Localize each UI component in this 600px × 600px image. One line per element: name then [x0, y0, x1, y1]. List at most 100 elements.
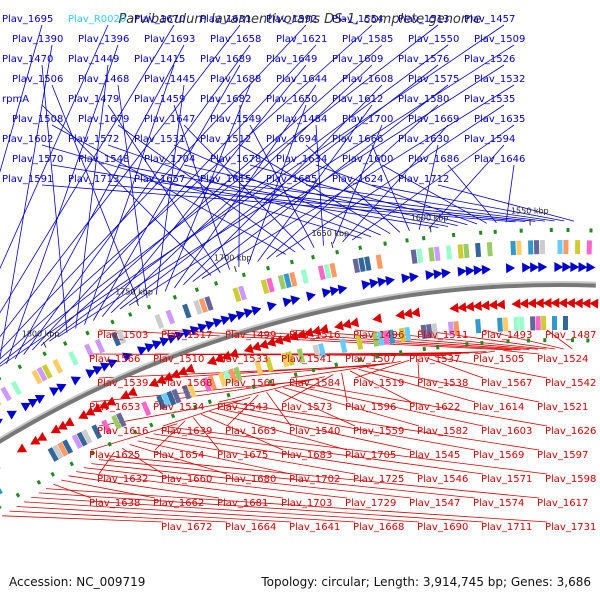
- forward-label-line: [51, 124, 286, 255]
- forward-feature-block: [516, 240, 522, 255]
- reverse-feature-block: [217, 371, 228, 387]
- tick-label: 1650 kbp: [311, 229, 349, 238]
- reverse-label-line: [201, 414, 284, 451]
- forward-label-line: [173, 144, 381, 236]
- reverse-gene-arrow: [0, 459, 1, 469]
- reverse-gene-arrow: [318, 323, 329, 334]
- reverse-feature-block: [355, 335, 364, 350]
- reverse-gene-arrow: [542, 298, 552, 309]
- reverse-label-line: [121, 447, 164, 475]
- reverse-feature-block: [513, 316, 520, 331]
- feature-marker: [293, 372, 298, 378]
- reverse-label-line: [274, 389, 356, 427]
- reverse-label-line: [106, 455, 540, 499]
- reverse-feature-block: [286, 351, 295, 366]
- forward-feature-block: [198, 297, 209, 313]
- forward-gene-label: Plav_1621: [276, 34, 327, 45]
- forward-feature-block: [110, 331, 122, 347]
- reverse-gene-label: Plav_1517: [161, 330, 212, 341]
- forward-label-line: [257, 104, 373, 262]
- feature-marker: [479, 230, 483, 235]
- feature-marker: [493, 229, 497, 234]
- forward-gene-label: Plav_1712: [398, 174, 449, 185]
- reverse-gene-label: Plav_1571: [481, 474, 532, 485]
- reverse-gene-arrow: [589, 298, 599, 309]
- reverse-gene-label: Plav_1614: [473, 402, 524, 413]
- reverse-label-line: [154, 353, 453, 356]
- forward-label-line: [128, 64, 505, 306]
- forward-feature-block: [329, 262, 338, 278]
- forward-gene-arrow: [457, 266, 467, 277]
- reverse-gene-label: Plav_1622: [409, 402, 460, 413]
- forward-gene-label: Plav_1548: [78, 154, 129, 165]
- forward-label-line: [84, 64, 175, 325]
- forward-gene-label: Plav_1513: [398, 14, 449, 25]
- feature-marker: [422, 346, 427, 352]
- forward-feature-block: [31, 369, 43, 385]
- forward-gene-label: Plav_1602: [2, 134, 53, 145]
- forward-feature-block: [428, 247, 435, 262]
- reverse-label-line: [153, 433, 420, 475]
- forward-gene-label: Plav_1615: [200, 174, 251, 185]
- reverse-gene-label: Plav_1511: [417, 330, 468, 341]
- forward-feature-block: [277, 274, 287, 290]
- forward-feature-block: [266, 277, 275, 293]
- feature-marker: [570, 338, 575, 343]
- reverse-feature-block: [318, 343, 327, 358]
- reverse-gene-arrow: [581, 298, 591, 309]
- reverse-label-line: [169, 426, 548, 475]
- reverse-gene-label: Plav_1625: [89, 450, 140, 461]
- feature-marker: [36, 479, 42, 485]
- reverse-feature-block: [76, 431, 88, 447]
- feature-marker: [62, 341, 68, 346]
- tick-mark: [429, 226, 432, 233]
- reverse-gene-arrow: [148, 377, 159, 387]
- reverse-feature-block: [254, 360, 264, 375]
- forward-gene-label: Plav_1647: [144, 114, 195, 125]
- forward-label-line: [0, 24, 241, 338]
- feature-marker: [435, 345, 440, 350]
- reverse-label-line: [503, 350, 540, 355]
- reverse-gene-label: Plav_1653: [89, 402, 140, 413]
- reverse-gene-arrow: [472, 300, 482, 311]
- forward-gene-arrow: [220, 315, 231, 326]
- reverse-gene-label: Plav_1545: [409, 450, 460, 461]
- forward-feature-block: [36, 366, 48, 382]
- forward-gene-label: Plav_1526: [464, 54, 515, 65]
- feature-marker: [69, 461, 74, 467]
- forward-label-line: [107, 144, 372, 238]
- reverse-feature-block: [71, 434, 83, 449]
- reverse-gene-arrow: [488, 299, 498, 310]
- forward-gene-label: Plav_1608: [342, 74, 393, 85]
- reverse-gene-label: Plav_1534: [153, 402, 204, 413]
- forward-gene-arrow: [481, 264, 491, 275]
- reverse-feature-block: [519, 316, 525, 331]
- forward-gene-arrow: [538, 262, 548, 273]
- feature-marker: [194, 287, 199, 293]
- reverse-gene-label: Plav_1654: [153, 450, 204, 461]
- reverse-feature-block: [398, 327, 406, 343]
- reverse-label-line: [46, 488, 548, 523]
- forward-gene-arrow: [6, 410, 17, 420]
- reverse-label-line: [226, 329, 530, 350]
- reverse-gene-label: Plav_1731: [545, 522, 596, 533]
- forward-gene-label: Plav_1682: [200, 94, 251, 105]
- forward-gene-label: Plav_1468: [78, 74, 129, 85]
- reverse-gene-label: Plav_1516: [289, 330, 340, 341]
- map-title: Parvibaculum lavamentivorans DS-1, compl…: [118, 12, 481, 27]
- forward-feature-block: [232, 287, 242, 303]
- forward-gene-arrow: [321, 288, 332, 298]
- tick-label: 1800 kbp: [22, 330, 60, 339]
- reverse-gene-label: Plav_1493: [481, 330, 532, 341]
- reverse-label-line: [31, 497, 420, 523]
- reverse-feature-block: [141, 401, 152, 417]
- feature-marker: [268, 379, 273, 385]
- reverse-gene-label: Plav_1632: [97, 474, 148, 485]
- reverse-gene-arrow: [519, 298, 529, 309]
- feature-marker: [480, 340, 484, 346]
- reverse-feature-block: [181, 384, 192, 400]
- forward-feature-block: [165, 309, 176, 325]
- reverse-gene-arrow: [206, 355, 217, 366]
- tick-mark: [135, 300, 139, 306]
